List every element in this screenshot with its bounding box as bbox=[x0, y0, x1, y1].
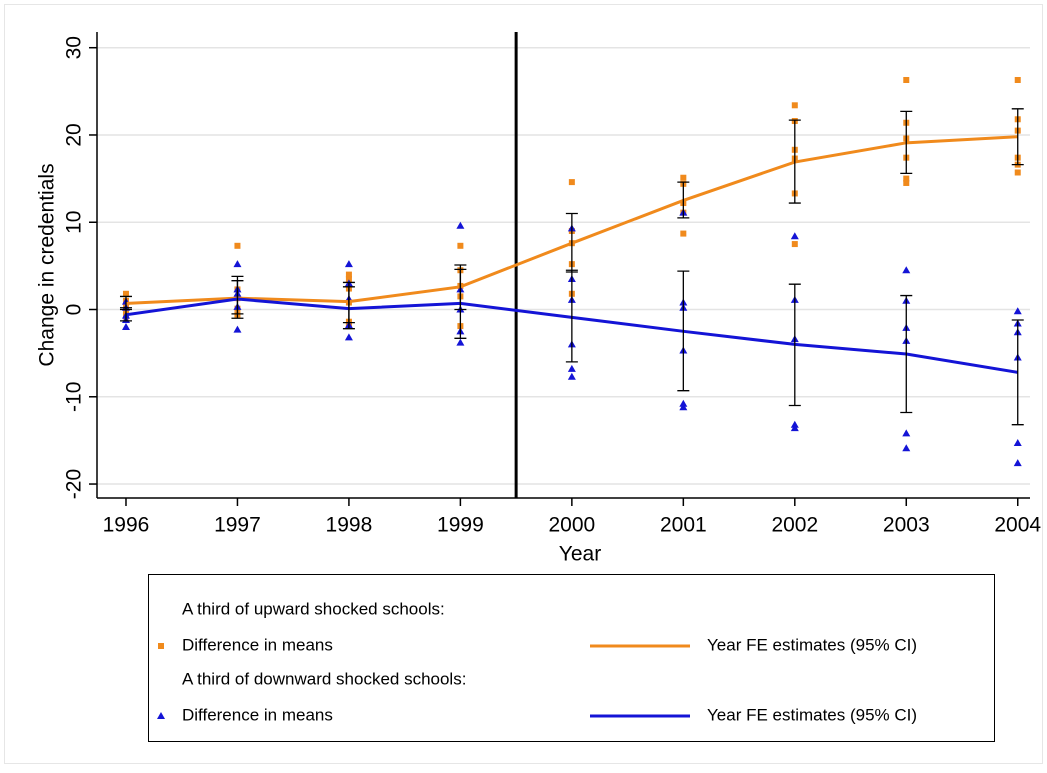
error-bar bbox=[1011, 108, 1024, 166]
point bbox=[680, 174, 687, 181]
x-tick-label: 2002 bbox=[771, 514, 818, 537]
point bbox=[791, 102, 798, 109]
error-bar bbox=[900, 110, 913, 175]
error-bar bbox=[788, 119, 801, 204]
y-tick-label: -10 bbox=[63, 382, 86, 412]
point bbox=[1013, 459, 1022, 467]
x-tick-label: 1997 bbox=[214, 514, 261, 537]
point bbox=[903, 175, 910, 182]
point bbox=[903, 179, 910, 186]
legend-label: Difference in means bbox=[182, 635, 333, 654]
point bbox=[790, 232, 799, 240]
error-bar bbox=[565, 269, 578, 363]
error-bar bbox=[1011, 319, 1024, 426]
point bbox=[457, 242, 464, 249]
error-bar bbox=[119, 307, 132, 322]
y-tick-label: 10 bbox=[63, 211, 86, 234]
y-tick-label: 20 bbox=[63, 123, 86, 146]
point bbox=[1013, 307, 1022, 315]
legend-marker bbox=[157, 712, 165, 719]
x-tick-label: 2003 bbox=[883, 514, 930, 537]
legend-label: Year FE estimates (95% CI) bbox=[707, 635, 917, 654]
y-tick-label: 0 bbox=[63, 304, 86, 316]
point bbox=[903, 76, 910, 83]
point bbox=[1014, 169, 1021, 176]
point bbox=[567, 364, 576, 372]
x-tick-label: 1998 bbox=[326, 514, 373, 537]
point bbox=[344, 333, 353, 341]
point bbox=[1013, 439, 1022, 447]
point bbox=[456, 338, 465, 346]
point bbox=[902, 266, 911, 274]
point bbox=[902, 444, 911, 452]
point bbox=[791, 241, 798, 248]
error-bar bbox=[342, 286, 355, 330]
error-bar bbox=[454, 268, 467, 339]
y-tick-label: 30 bbox=[63, 36, 86, 59]
point bbox=[679, 403, 688, 411]
x-tick-label: 1999 bbox=[437, 514, 484, 537]
point bbox=[568, 179, 575, 186]
point bbox=[902, 429, 911, 437]
x-tick-label: 1996 bbox=[103, 514, 150, 537]
point bbox=[345, 271, 352, 278]
x-axis-label: Year bbox=[559, 543, 601, 566]
point bbox=[233, 260, 242, 268]
point bbox=[121, 322, 130, 330]
x-tick-label: 2000 bbox=[549, 514, 596, 537]
point bbox=[790, 424, 799, 432]
point bbox=[456, 221, 465, 229]
error-bar bbox=[788, 283, 801, 407]
legend-label: Difference in means bbox=[182, 705, 333, 724]
point bbox=[122, 290, 129, 297]
error-bar bbox=[231, 275, 244, 319]
legend-heading: A third of downward shocked schools: bbox=[182, 669, 466, 688]
frame bbox=[4, 4, 1043, 764]
error-bar bbox=[900, 294, 913, 414]
point bbox=[680, 230, 687, 237]
point bbox=[234, 242, 241, 249]
x-tick-label: 2004 bbox=[994, 514, 1041, 537]
legend-box bbox=[148, 574, 995, 742]
point bbox=[233, 325, 242, 333]
point bbox=[567, 372, 576, 380]
error-bar bbox=[677, 270, 690, 392]
error-bar bbox=[677, 181, 690, 219]
y-tick-label: -20 bbox=[63, 469, 86, 499]
y-axis-label: Change in credentials bbox=[36, 163, 59, 366]
legend-heading: A third of upward shocked schools: bbox=[182, 599, 445, 618]
x-tick-label: 2001 bbox=[660, 514, 707, 537]
legend-label: Year FE estimates (95% CI) bbox=[707, 705, 917, 724]
point bbox=[1014, 76, 1021, 83]
legend-marker bbox=[158, 643, 164, 649]
point bbox=[345, 275, 352, 282]
point bbox=[344, 260, 353, 268]
